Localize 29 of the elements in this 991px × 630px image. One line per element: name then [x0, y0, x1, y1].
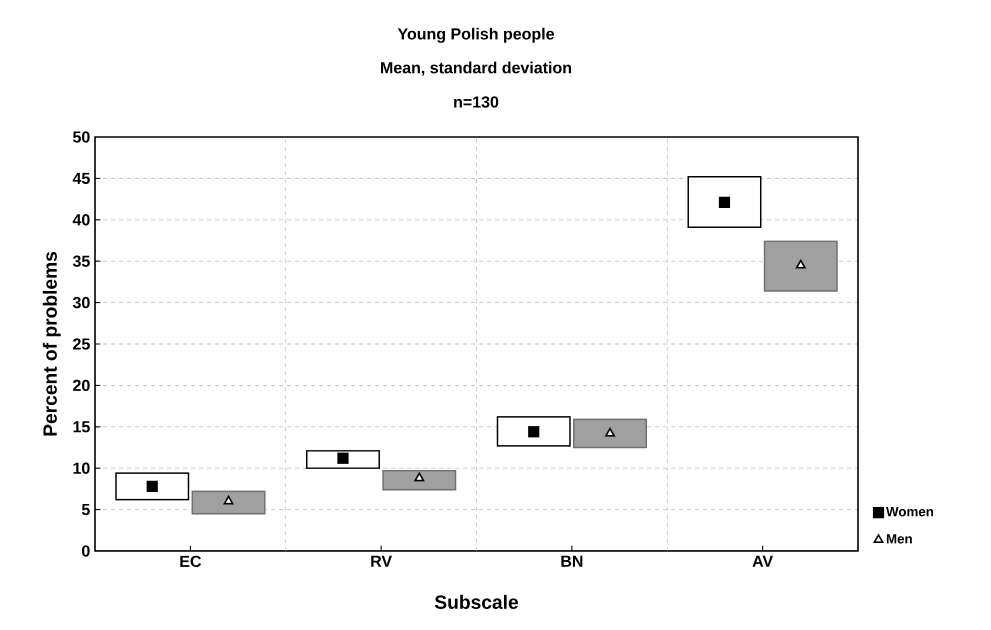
y-tick-label: 40: [72, 214, 90, 226]
chart-subtitle: Mean, standard deviation: [381, 62, 572, 76]
x-tick-label: RV: [371, 556, 392, 567]
y-tick-label: 25: [73, 338, 90, 350]
bar: [573, 418, 648, 448]
y-tick-label: 15: [74, 421, 90, 432]
bar: [382, 470, 456, 490]
y-tick-label: 35: [72, 256, 90, 267]
x-axis-title: Subscale: [434, 594, 518, 609]
bar: [688, 176, 762, 228]
text: n=130: [454, 96, 498, 108]
y-tick-label: 5: [82, 504, 90, 516]
legend-label: Men: [886, 534, 912, 544]
y-tick-label: 10: [74, 462, 90, 474]
x-tick-label: BN: [561, 556, 582, 567]
bar: [496, 416, 571, 447]
y-tick-label: 0: [82, 545, 90, 557]
bar: [115, 472, 190, 500]
x-tick-label: EC: [180, 556, 202, 568]
bar: [764, 240, 838, 292]
y-tick-label: 30: [72, 296, 90, 308]
y-tick-label: 20: [73, 380, 90, 392]
y-tick-label: 45: [72, 172, 90, 184]
y-axis-title: Percent of problems: [42, 252, 61, 436]
legend-label: Women: [886, 507, 934, 516]
x-tick-label: AV: [752, 556, 774, 567]
y-tick-label: 50: [73, 131, 90, 143]
bar: [192, 490, 266, 514]
chart-title: Young Polish people: [398, 28, 554, 43]
